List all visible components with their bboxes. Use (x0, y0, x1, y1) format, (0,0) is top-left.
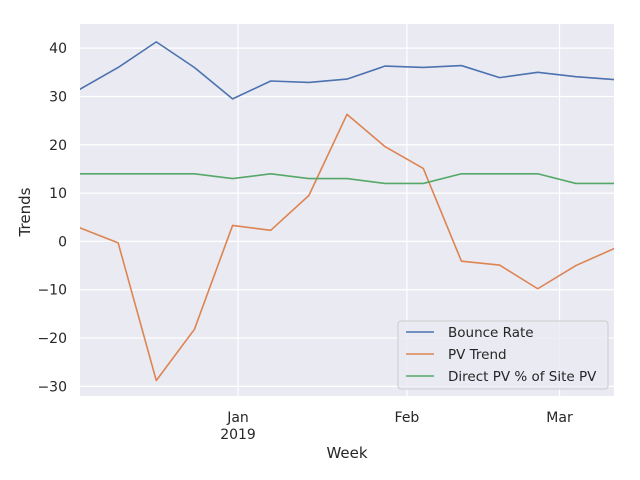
y-tick-label: −20 (37, 331, 67, 347)
y-tick-label: 40 (49, 41, 67, 57)
legend-label: Bounce Rate (448, 325, 534, 341)
x-axis-label: Week (326, 444, 367, 462)
y-tick-label: 30 (49, 89, 67, 105)
y-tick-label: −30 (37, 379, 67, 395)
y-tick-label: 10 (49, 186, 67, 202)
y-axis-label: Trends (16, 187, 34, 237)
series-lines (80, 41, 614, 382)
y-tick-label: 20 (49, 138, 67, 154)
legend-label: PV Trend (448, 347, 507, 363)
x-tick-label: Feb (395, 410, 420, 426)
legend: Bounce Rate PV Trend Direct PV % of Site P… (397, 320, 609, 390)
legend-label: Direct PV % of Site PV (448, 369, 597, 385)
series-line-3 (80, 172, 614, 185)
x-tick-sublabel: 2019 (220, 427, 256, 443)
legend-box (397, 320, 609, 390)
y-tick-label: 0 (58, 234, 67, 250)
x-tick-label: Mar (546, 410, 573, 426)
y-tick-label: −10 (37, 283, 67, 299)
y-axis-ticks: −30 −20 −10 0 10 20 30 40 (37, 41, 67, 395)
x-tick-label: Jan (226, 410, 249, 426)
series-line-1 (80, 41, 614, 100)
series-line-2 (80, 113, 614, 382)
